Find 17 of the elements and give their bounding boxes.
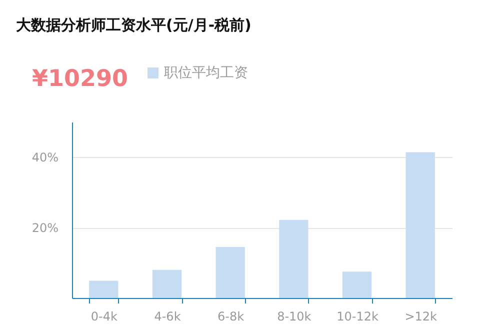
y-tick-label: 20% — [32, 221, 58, 236]
bar — [89, 280, 118, 298]
x-tick-label: 10-12k — [336, 310, 378, 324]
x-tick-label: 4-6k — [154, 310, 181, 324]
bar — [342, 272, 372, 298]
bar — [152, 270, 182, 298]
chart-title: 大数据分析师工资水平(元/月-税前) — [16, 16, 252, 34]
x-tick-label: >12k — [404, 310, 438, 324]
bar — [216, 246, 245, 298]
x-tick-label: 6-8k — [218, 310, 244, 324]
bar — [279, 220, 308, 298]
x-tick-label: 8-10k — [277, 310, 312, 324]
x-tick-label: 0-4k — [90, 310, 118, 324]
legend-label: 职位平均工资 — [164, 65, 248, 81]
text: ¥10290 — [32, 66, 128, 92]
y-tick-label: 40% — [32, 150, 58, 165]
bar — [406, 152, 435, 298]
